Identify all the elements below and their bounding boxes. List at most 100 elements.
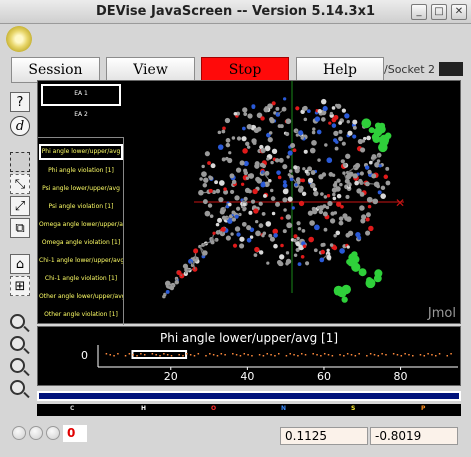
x-tick-label: 60 xyxy=(317,370,331,383)
phi-angle-chart[interactable]: Phi angle lower/upper/avg [1] 20 40 60 80 0 xyxy=(37,326,461,386)
zoom-extent-icon[interactable]: ⊞ xyxy=(10,276,30,296)
home-icon[interactable]: ⌂ xyxy=(10,254,30,274)
view-item-omega-lua[interactable]: Omega angle lower/upper/avg xyxy=(39,221,123,228)
legend-h: H xyxy=(141,405,147,412)
devise-logo-icon xyxy=(6,26,32,52)
y-tick-label: 0 xyxy=(81,349,88,362)
resize-icon[interactable]: ⤢ xyxy=(10,196,30,216)
view-item-other-lua[interactable]: Other angle lower/upper/avg xyxy=(39,293,123,300)
expand-select-icon[interactable]: ⤡ xyxy=(10,174,30,194)
data-point xyxy=(166,354,169,356)
ea-selector: EA 1 EA 2 xyxy=(41,81,121,129)
data-point xyxy=(140,353,142,355)
element-legend: C H O N S P xyxy=(37,404,461,416)
view-item-chi1-viol[interactable]: Chi-1 angle violation [1] xyxy=(44,275,118,282)
session-button[interactable]: Session xyxy=(11,57,100,83)
data-point xyxy=(113,355,115,357)
status-light-3 xyxy=(46,426,60,440)
data-point xyxy=(427,353,429,355)
close-icon[interactable]: ✕ xyxy=(451,4,467,20)
data-point xyxy=(143,354,146,356)
view-item-omega-viol[interactable]: Omega angle violation [1] xyxy=(41,239,121,246)
data-point xyxy=(331,355,334,357)
ea-1-view[interactable]: EA 1 xyxy=(41,84,121,106)
maximize-icon[interactable]: □ xyxy=(431,4,447,20)
data-point xyxy=(186,353,188,355)
x-tick-label: 80 xyxy=(394,370,408,383)
data-point xyxy=(312,353,314,355)
data-point xyxy=(400,355,403,357)
legend-o: O xyxy=(211,405,217,412)
data-point xyxy=(346,353,349,355)
data-point xyxy=(136,355,138,357)
data-display-icon[interactable]: d xyxy=(10,116,30,136)
data-point xyxy=(124,355,127,357)
data-point xyxy=(404,353,406,355)
minimize-icon[interactable]: _ xyxy=(411,4,427,20)
data-point xyxy=(450,353,452,355)
window-title: DEVise JavaScreen -- Version 5.14.3x1 xyxy=(95,4,376,19)
data-point xyxy=(446,355,449,357)
data-point xyxy=(132,354,134,356)
view-item-psi-lua[interactable]: Psi angle lower/upper/avg xyxy=(42,185,120,192)
data-point xyxy=(412,355,414,357)
x-coordinate: 0.1125 xyxy=(280,427,368,445)
data-point xyxy=(423,355,426,357)
molecule-viewer[interactable]: ✕ Jmol xyxy=(124,81,460,323)
data-point xyxy=(270,354,272,356)
view-item-phi-viol[interactable]: Phi angle violation [1] xyxy=(48,167,114,174)
data-point xyxy=(339,354,341,356)
zoom-in-icon[interactable] xyxy=(10,314,25,329)
data-point xyxy=(431,354,433,356)
zoom-in-x-icon[interactable] xyxy=(10,336,25,351)
data-point xyxy=(343,355,345,357)
main-view-panel[interactable]: EA 1 EA 2 Phi angle lower/upper/avg Phi … xyxy=(37,80,461,325)
data-point xyxy=(105,353,108,355)
data-point xyxy=(197,353,200,355)
pending-count: 0 xyxy=(63,425,87,442)
data-point xyxy=(220,353,223,355)
data-point xyxy=(396,354,399,356)
select-tool-icon[interactable] xyxy=(10,152,30,172)
view-item-other-viol[interactable]: Other angle violation [1] xyxy=(44,311,118,318)
data-point xyxy=(209,353,211,355)
view-item-psi-viol[interactable]: Psi angle violation [1] xyxy=(48,203,114,210)
data-point xyxy=(381,353,383,355)
svg-text:✕: ✕ xyxy=(395,196,405,210)
data-point xyxy=(193,355,196,357)
data-point xyxy=(109,354,111,356)
data-point xyxy=(316,354,318,356)
ea-2-view[interactable]: EA 2 xyxy=(74,111,88,118)
view-item-chi1-lua[interactable]: Chi-1 angle lower/upper/avg xyxy=(39,257,123,264)
data-point xyxy=(251,355,253,357)
view-item-phi-lua[interactable]: Phi angle lower/upper/avg xyxy=(39,144,123,160)
zoom-out-icon[interactable] xyxy=(10,358,25,373)
view-list: Phi angle lower/upper/avg Phi angle viol… xyxy=(38,137,124,325)
data-point xyxy=(438,353,441,355)
data-point xyxy=(262,355,265,357)
help-query-icon[interactable]: ? xyxy=(10,92,30,112)
link-view-icon[interactable]: ⧉ xyxy=(10,218,30,238)
data-point xyxy=(224,354,226,356)
data-point xyxy=(320,355,322,357)
stop-button[interactable]: Stop xyxy=(201,57,289,83)
data-point xyxy=(170,355,173,357)
data-point xyxy=(278,353,280,355)
data-point xyxy=(235,354,238,356)
legend-p: P xyxy=(421,405,426,412)
zoom-out-x-icon[interactable] xyxy=(10,380,25,395)
data-point xyxy=(266,353,269,355)
data-point xyxy=(159,355,161,357)
data-point xyxy=(178,354,180,356)
socket-indicator xyxy=(439,62,463,76)
data-point xyxy=(304,354,307,356)
data-point xyxy=(232,353,234,355)
data-point xyxy=(377,355,380,357)
data-point xyxy=(216,355,219,357)
status-light-2 xyxy=(29,426,43,440)
data-point xyxy=(239,355,242,357)
jmol-label: Jmol xyxy=(427,306,456,321)
data-point xyxy=(243,353,246,355)
data-point xyxy=(212,354,215,356)
data-point xyxy=(189,354,192,356)
